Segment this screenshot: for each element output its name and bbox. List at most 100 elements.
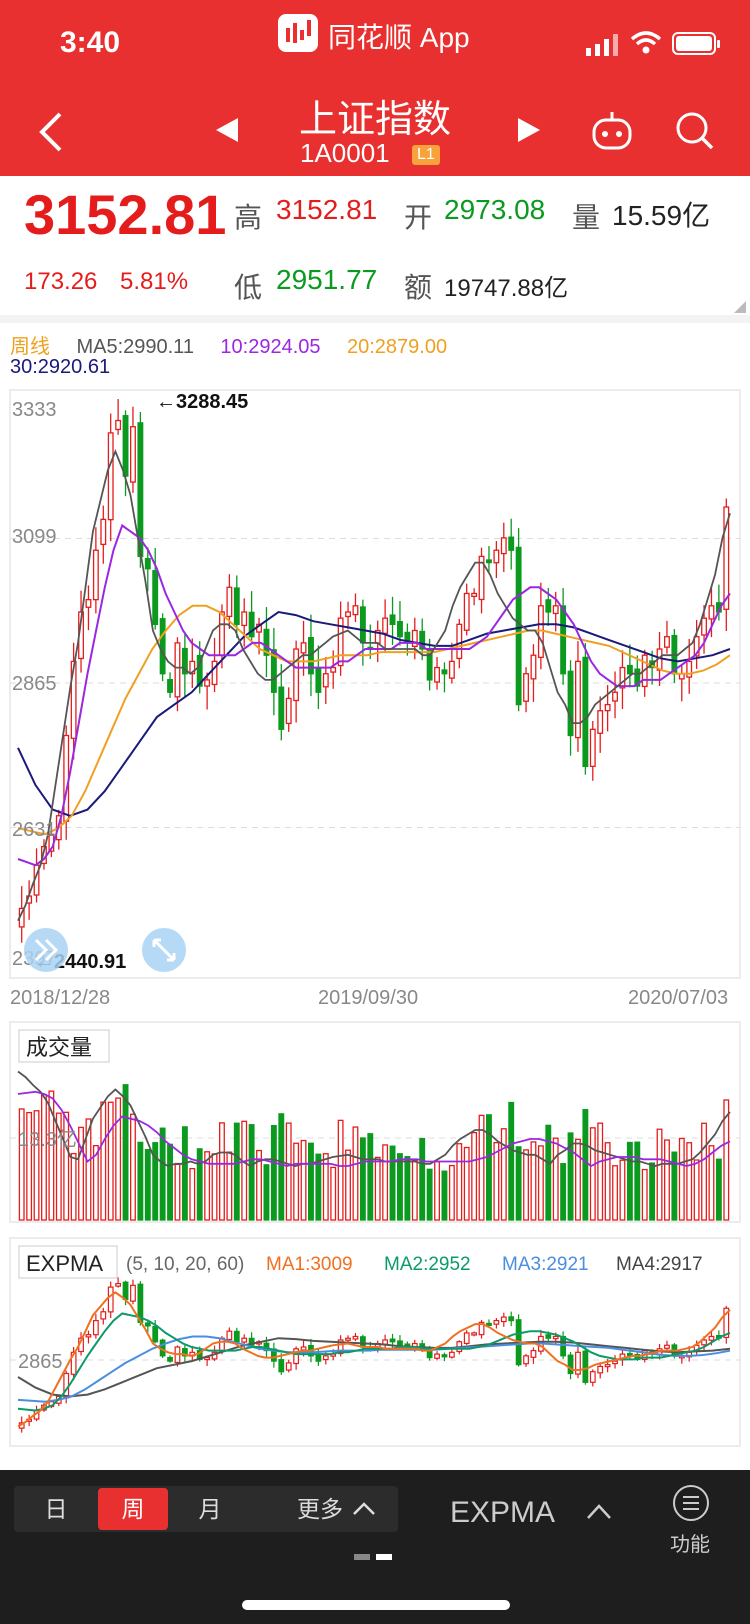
volume-bar [152,1142,159,1221]
volume-bar [293,1142,300,1221]
next-stock-button[interactable] [516,116,544,149]
chart-frame [9,389,741,979]
volume-bar [582,1109,589,1221]
ma20-line [17,604,731,836]
amount-value: 19747.88亿 [444,275,569,302]
prev-stock-button[interactable] [212,116,240,149]
volume-title: 成交量 [26,1035,92,1060]
robot-assistant-icon[interactable] [590,108,634,157]
expma-candle-body [560,1335,567,1357]
expma-candle-body [545,1334,552,1339]
grid-lines [10,538,740,828]
volume-bar [589,1127,596,1221]
high-annotation: ←3288.45 [156,391,248,413]
candle-body [359,606,366,644]
candle-body [107,432,114,521]
volume-bar [537,1145,544,1221]
y-tick-2865: 2865 [12,673,57,695]
fast-forward-icon[interactable] [24,928,68,972]
candle-body [337,617,344,667]
expma-ma3: MA3:2921 [502,1254,589,1275]
candle-body [708,605,715,620]
volume-bar [441,1170,448,1221]
expma-candle-body [152,1325,159,1343]
expma-candle-body [463,1332,470,1345]
volume-bar [55,1112,62,1221]
candle-body [693,636,700,657]
expma-candle-body [100,1311,107,1320]
period-tabs [14,1486,398,1532]
volume-bar [226,1151,233,1221]
candle-body [330,666,337,673]
candle-body [211,660,218,686]
expma-lines [17,1291,731,1428]
expma-candle-body [130,1284,136,1302]
candle-body [686,660,693,678]
tab-week[interactable]: 周 [98,1488,168,1530]
candle-body [382,617,389,634]
more-chevron-up-icon[interactable] [352,1500,376,1521]
volume-bar [478,1114,485,1221]
search-icon[interactable] [674,110,716,157]
candle-body [515,546,522,706]
expand-corner-icon[interactable] [734,300,746,318]
expma-chart[interactable]: EXPMA (5, 10, 20, 60) MA1:3009 MA2:2952 … [0,1236,750,1451]
candle-body [567,670,574,737]
expma-candle-body [582,1350,589,1383]
candle-body [664,636,670,648]
app-name: 同花顺 App [328,22,470,53]
volume-bar [352,1126,359,1221]
volume-bar [397,1153,403,1221]
volume-bar [508,1101,515,1221]
volume-bar [174,1163,181,1221]
function-label[interactable]: 功能 [670,1534,710,1556]
candle-body [411,629,418,648]
candle-body [92,549,99,601]
indicator-chevron-up-icon[interactable] [586,1502,612,1525]
candle-body [285,697,292,725]
expma-candle-body [486,1322,492,1326]
volume-bar [448,1164,455,1221]
tab-day[interactable]: 日 [44,1496,68,1522]
volume-chart[interactable]: 成交量 13.3亿 [0,1020,750,1230]
candle-body [493,549,500,564]
expma-candle-body [441,1354,448,1358]
page-title: 上证指数 [298,99,451,141]
battery-icon [672,32,722,61]
expma-candle-body [293,1348,300,1365]
candle-body [463,592,470,631]
expma-candles [18,1277,730,1433]
volume-bar [575,1138,581,1221]
volume-bar [515,1146,522,1221]
volume-bar [604,1142,611,1221]
candle-body [434,666,440,683]
candle-body [226,586,233,618]
candle-body [486,559,492,564]
price-change-pct: 5.81% [120,268,189,295]
expma-ma4: MA4:2917 [616,1254,703,1275]
volume-bar [33,1110,40,1221]
kline-chart[interactable]: 3333 3099 2865 2631 2397 ←3288.45 ←2440.… [0,380,750,1020]
back-button[interactable] [36,110,64,159]
candle-body [345,611,351,618]
ma5-label: MA5:2990.11 [76,336,194,358]
volume-label: 量 [572,202,601,233]
expma-frame [9,1237,741,1447]
volume-bar [300,1139,307,1221]
indicator-selector[interactable]: EXPMA [450,1496,556,1529]
volume-title-box [18,1029,110,1063]
fullscreen-icon[interactable] [142,928,186,972]
x-label-mid: 2019/09/30 [318,987,418,1009]
tab-month[interactable]: 月 [198,1496,222,1522]
app-logo-icon [278,14,318,52]
candle-body [575,660,581,739]
open-label: 开 [404,202,433,233]
expma-candle-body [122,1281,129,1301]
expma-candle-body [448,1351,455,1358]
more-button[interactable]: 更多 [297,1496,343,1522]
candle-body [589,728,596,767]
function-icon[interactable] [672,1484,710,1527]
volume-bar [634,1141,641,1221]
volume-bar [552,1137,559,1221]
volume-bar [130,1113,136,1221]
